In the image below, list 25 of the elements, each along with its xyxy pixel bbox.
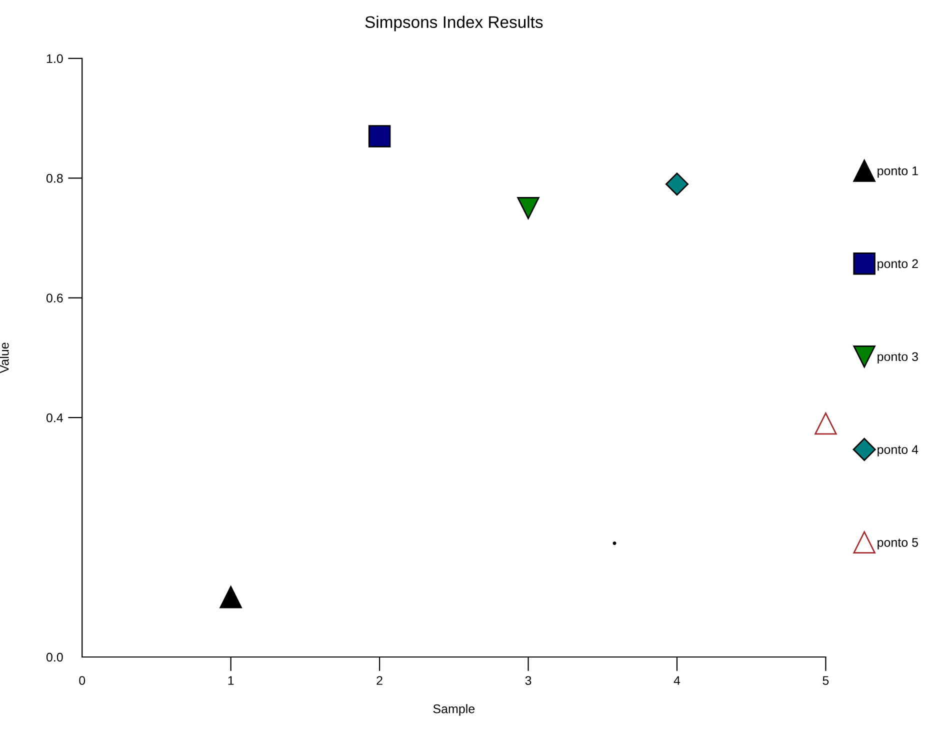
x-tick-label: 1: [228, 676, 234, 685]
y-tick-label: 1.0: [46, 54, 63, 64]
y-tick-label: 0.0: [46, 652, 63, 662]
point: [612, 542, 616, 546]
point: [368, 125, 391, 148]
y-tick-label: 0.8: [46, 174, 63, 183]
legend-label: ponto 5: [878, 538, 918, 550]
legend-label: ponto 1: [878, 166, 918, 178]
point: [220, 586, 242, 608]
x-tick-label: 5: [822, 676, 829, 685]
y-tick-label: 0.6: [46, 294, 63, 302]
x-tick-label: 0: [79, 676, 86, 685]
x-tick-label: 3: [525, 676, 532, 685]
y-tick-label: 0.4: [46, 413, 63, 422]
x-tick-label: 4: [674, 676, 680, 685]
x-axis-title: Sample: [433, 704, 475, 716]
point: [665, 172, 688, 196]
legend-label: ponto 3: [878, 352, 918, 364]
point: [814, 412, 837, 435]
legend-label: ponto 2: [878, 259, 918, 271]
point: [517, 196, 540, 220]
x-tick-label: 2: [376, 676, 382, 685]
y-axis-title: Value: [0, 342, 9, 374]
legend-label: ponto 4: [878, 445, 918, 456]
chart-title: Simpsons Index Results: [365, 16, 543, 32]
